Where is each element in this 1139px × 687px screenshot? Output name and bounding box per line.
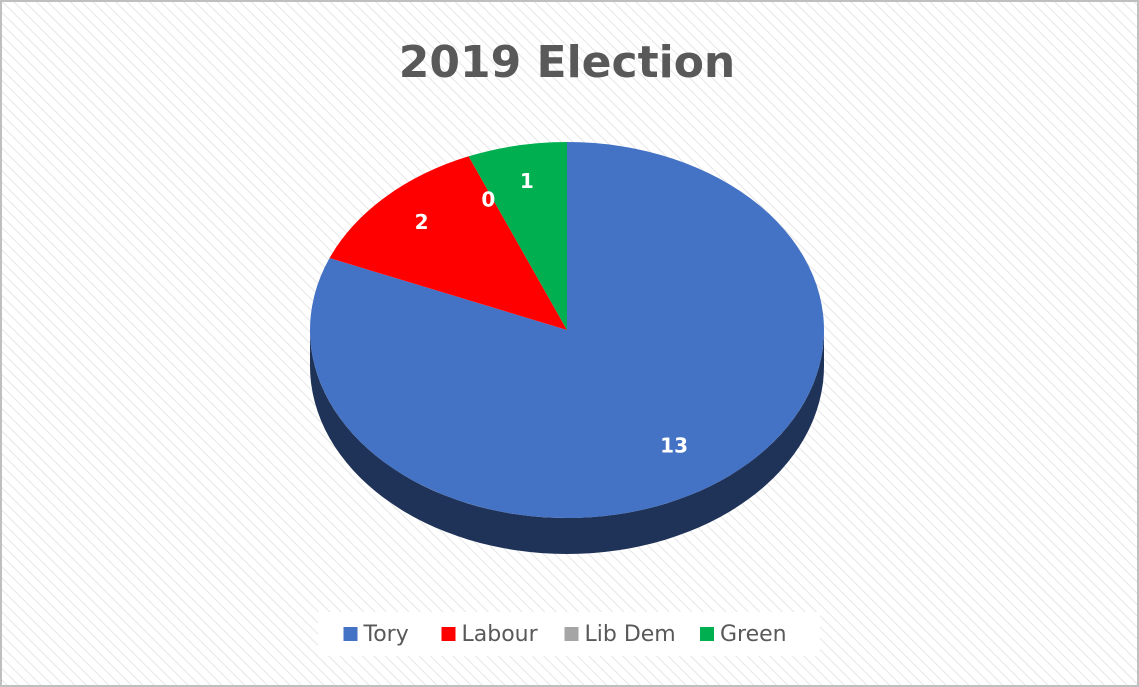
legend-swatch [564, 627, 579, 641]
slice [468, 142, 567, 330]
value-label: 1 [520, 169, 534, 193]
legend-label: Tory [363, 622, 409, 647]
value-label: 2 [415, 210, 429, 234]
slice [329, 156, 567, 330]
legend-swatch [700, 627, 714, 641]
legend-label: Green [720, 622, 787, 647]
legend-swatch [343, 627, 358, 641]
slice-side [310, 330, 824, 554]
value-label: 0 [481, 188, 495, 212]
value-label: 13 [660, 434, 688, 458]
legend-label: Lib Dem [585, 622, 676, 647]
chart-title: 2019 Election [399, 37, 736, 88]
legend-swatch [441, 627, 456, 641]
legend-label: Labour [462, 622, 539, 647]
